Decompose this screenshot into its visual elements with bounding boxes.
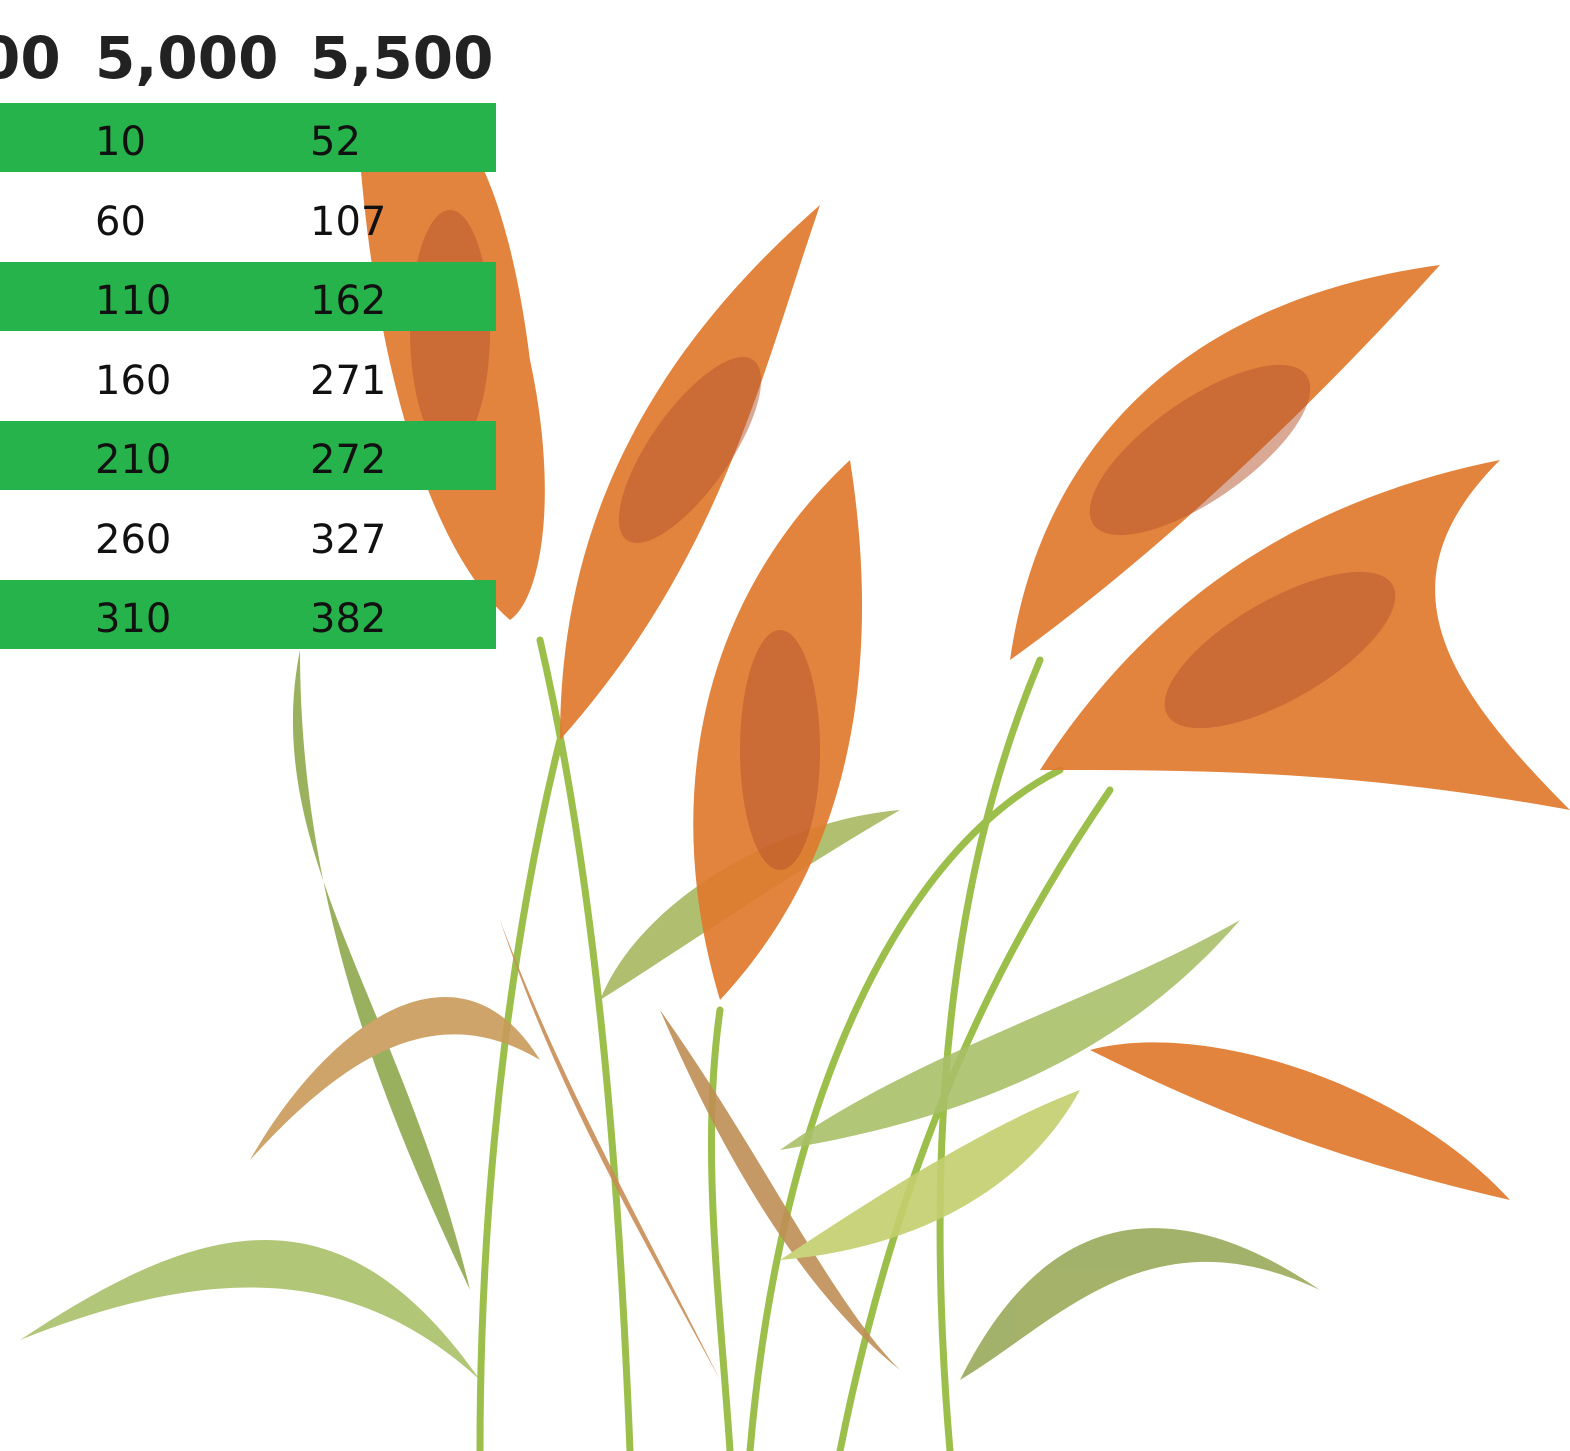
table-row: 310 382 xyxy=(0,580,496,649)
table-cell: 210 xyxy=(95,437,171,483)
table-cell: 271 xyxy=(310,358,386,404)
table-row: 10 52 xyxy=(0,103,496,172)
table-cell: 10 xyxy=(95,119,146,165)
table-cell: 107 xyxy=(310,199,386,245)
header-cell: 00 xyxy=(0,24,61,92)
table-row: 160 271 xyxy=(0,342,496,411)
table-cell: 60 xyxy=(95,199,146,245)
table-row: 60 107 xyxy=(0,183,496,252)
table-cell: 52 xyxy=(310,119,361,165)
table-cell: 110 xyxy=(95,278,171,324)
table-row: 260 327 xyxy=(0,501,496,570)
table-cell: 160 xyxy=(95,358,171,404)
table-row: 210 272 xyxy=(0,421,496,490)
table-cell: 327 xyxy=(310,517,386,563)
table-cell: 382 xyxy=(310,596,386,642)
table-row: 110 162 xyxy=(0,262,496,331)
table-cell: 310 xyxy=(95,596,171,642)
header-cell: 5,000 xyxy=(95,24,278,92)
table-cell: 260 xyxy=(95,517,171,563)
header-cell: 5,500 xyxy=(310,24,493,92)
table-cell: 272 xyxy=(310,437,386,483)
table-cell: 162 xyxy=(310,278,386,324)
page: 00 5,000 5,500 1052601071101621602712102… xyxy=(0,0,1570,1451)
